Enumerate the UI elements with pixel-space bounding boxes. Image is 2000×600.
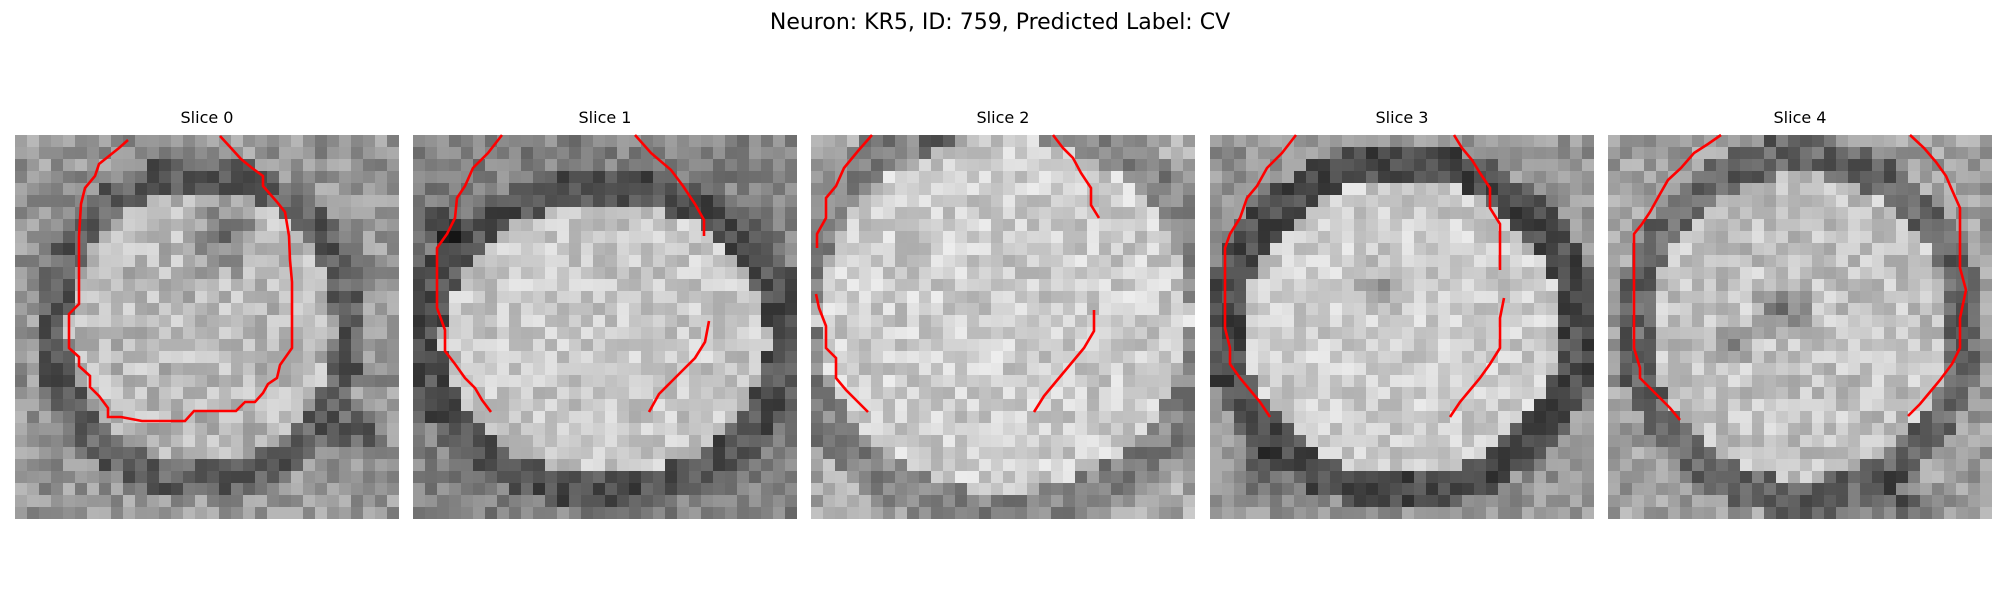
slice-title: Slice 0 <box>15 108 399 130</box>
slice-panel-2: Slice 2 <box>811 108 1195 130</box>
roi-contour <box>1608 135 1992 519</box>
slice-panel-3: Slice 3 <box>1210 108 1594 130</box>
slice-panel-1: Slice 1 <box>413 108 797 130</box>
roi-contour <box>413 135 797 519</box>
slice-panel-0: Slice 0 <box>15 108 399 130</box>
slice-title: Slice 1 <box>413 108 797 130</box>
slice-panel-4: Slice 4 <box>1608 108 1992 130</box>
figure-title: Neuron: KR5, ID: 759, Predicted Label: C… <box>0 8 2000 38</box>
slice-title: Slice 2 <box>811 108 1195 130</box>
slice-title: Slice 4 <box>1608 108 1992 130</box>
roi-contour <box>811 135 1195 519</box>
roi-contour <box>1210 135 1594 519</box>
slice-title: Slice 3 <box>1210 108 1594 130</box>
roi-contour <box>15 135 399 519</box>
